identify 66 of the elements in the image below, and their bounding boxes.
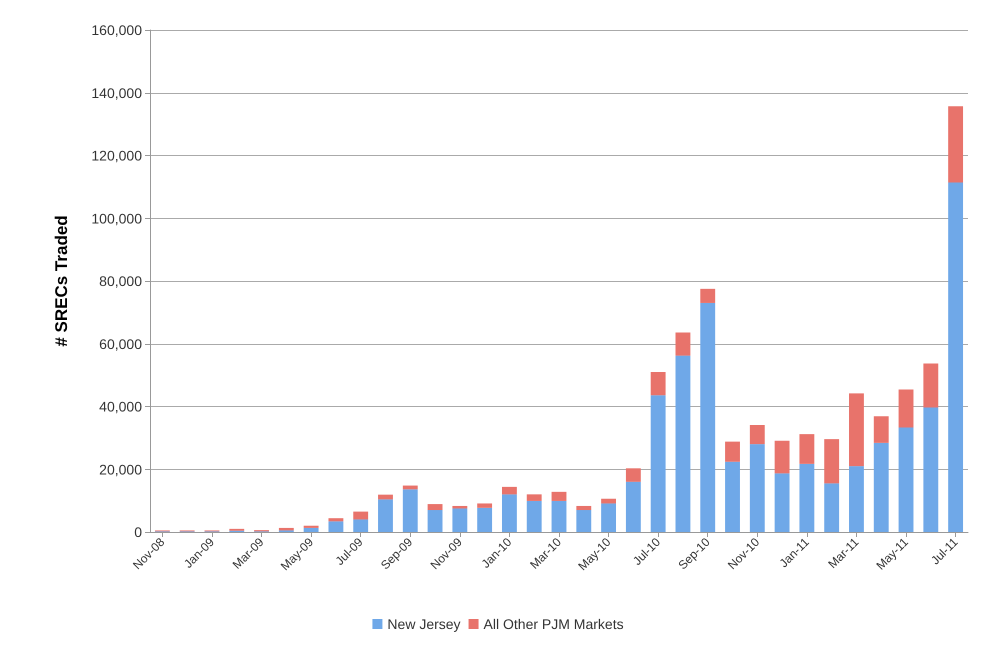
bar	[898, 390, 914, 428]
y-tick-label: 120,000	[91, 148, 142, 164]
bar	[552, 492, 566, 501]
bar	[552, 500, 566, 532]
bar	[452, 506, 468, 508]
y-axis-title: # SRECs Traded	[52, 215, 71, 347]
bar	[774, 473, 790, 532]
bar	[402, 489, 418, 532]
bar	[824, 483, 840, 532]
y-tick-label: 0	[134, 524, 142, 540]
bar	[750, 425, 765, 444]
legend-label: All Other PJM Markets	[484, 616, 624, 632]
bar	[328, 518, 344, 522]
bar	[576, 506, 592, 510]
bar	[601, 498, 616, 504]
bar	[378, 499, 393, 532]
bar	[799, 464, 814, 532]
bar	[304, 528, 319, 532]
bar	[601, 503, 616, 532]
bar	[700, 288, 716, 303]
bar	[824, 439, 840, 484]
bar	[477, 503, 492, 508]
bar	[428, 510, 442, 532]
bar	[750, 444, 765, 532]
bar	[477, 508, 492, 532]
y-tick-label: 100,000	[91, 210, 142, 226]
y-tick-label: 160,000	[91, 22, 142, 38]
bar	[626, 482, 641, 532]
bar	[676, 356, 690, 532]
y-tick-label: 60,000	[99, 336, 142, 352]
bar	[650, 395, 666, 532]
bar	[278, 528, 294, 530]
y-tick-label: 20,000	[99, 461, 142, 478]
bar	[650, 372, 666, 396]
bar	[948, 182, 964, 532]
bar	[774, 440, 790, 474]
y-tick-label: 140,000	[91, 84, 142, 101]
bar	[799, 434, 814, 464]
bar	[353, 519, 368, 532]
bar	[923, 364, 938, 408]
bar	[700, 302, 716, 532]
bar	[452, 508, 468, 532]
bar	[948, 106, 964, 182]
bar	[328, 521, 344, 532]
bar	[874, 442, 889, 532]
y-tick-label: 80,000	[99, 273, 142, 289]
y-tick-label: 40,000	[99, 398, 142, 414]
bar	[898, 428, 914, 532]
legend-label: New Jersey	[387, 616, 461, 632]
bar	[502, 494, 517, 532]
bar	[353, 512, 368, 520]
bar	[576, 510, 592, 532]
bar	[849, 393, 864, 466]
bar	[676, 332, 690, 356]
bar	[526, 494, 542, 501]
bar	[923, 407, 938, 532]
bar	[428, 504, 442, 510]
bar	[849, 466, 864, 532]
bar	[874, 416, 889, 443]
bar	[526, 500, 542, 532]
bar	[725, 442, 740, 462]
bar	[725, 462, 740, 532]
bar	[502, 486, 517, 494]
bar	[626, 468, 641, 482]
bar	[378, 494, 393, 500]
bar	[402, 486, 418, 490]
